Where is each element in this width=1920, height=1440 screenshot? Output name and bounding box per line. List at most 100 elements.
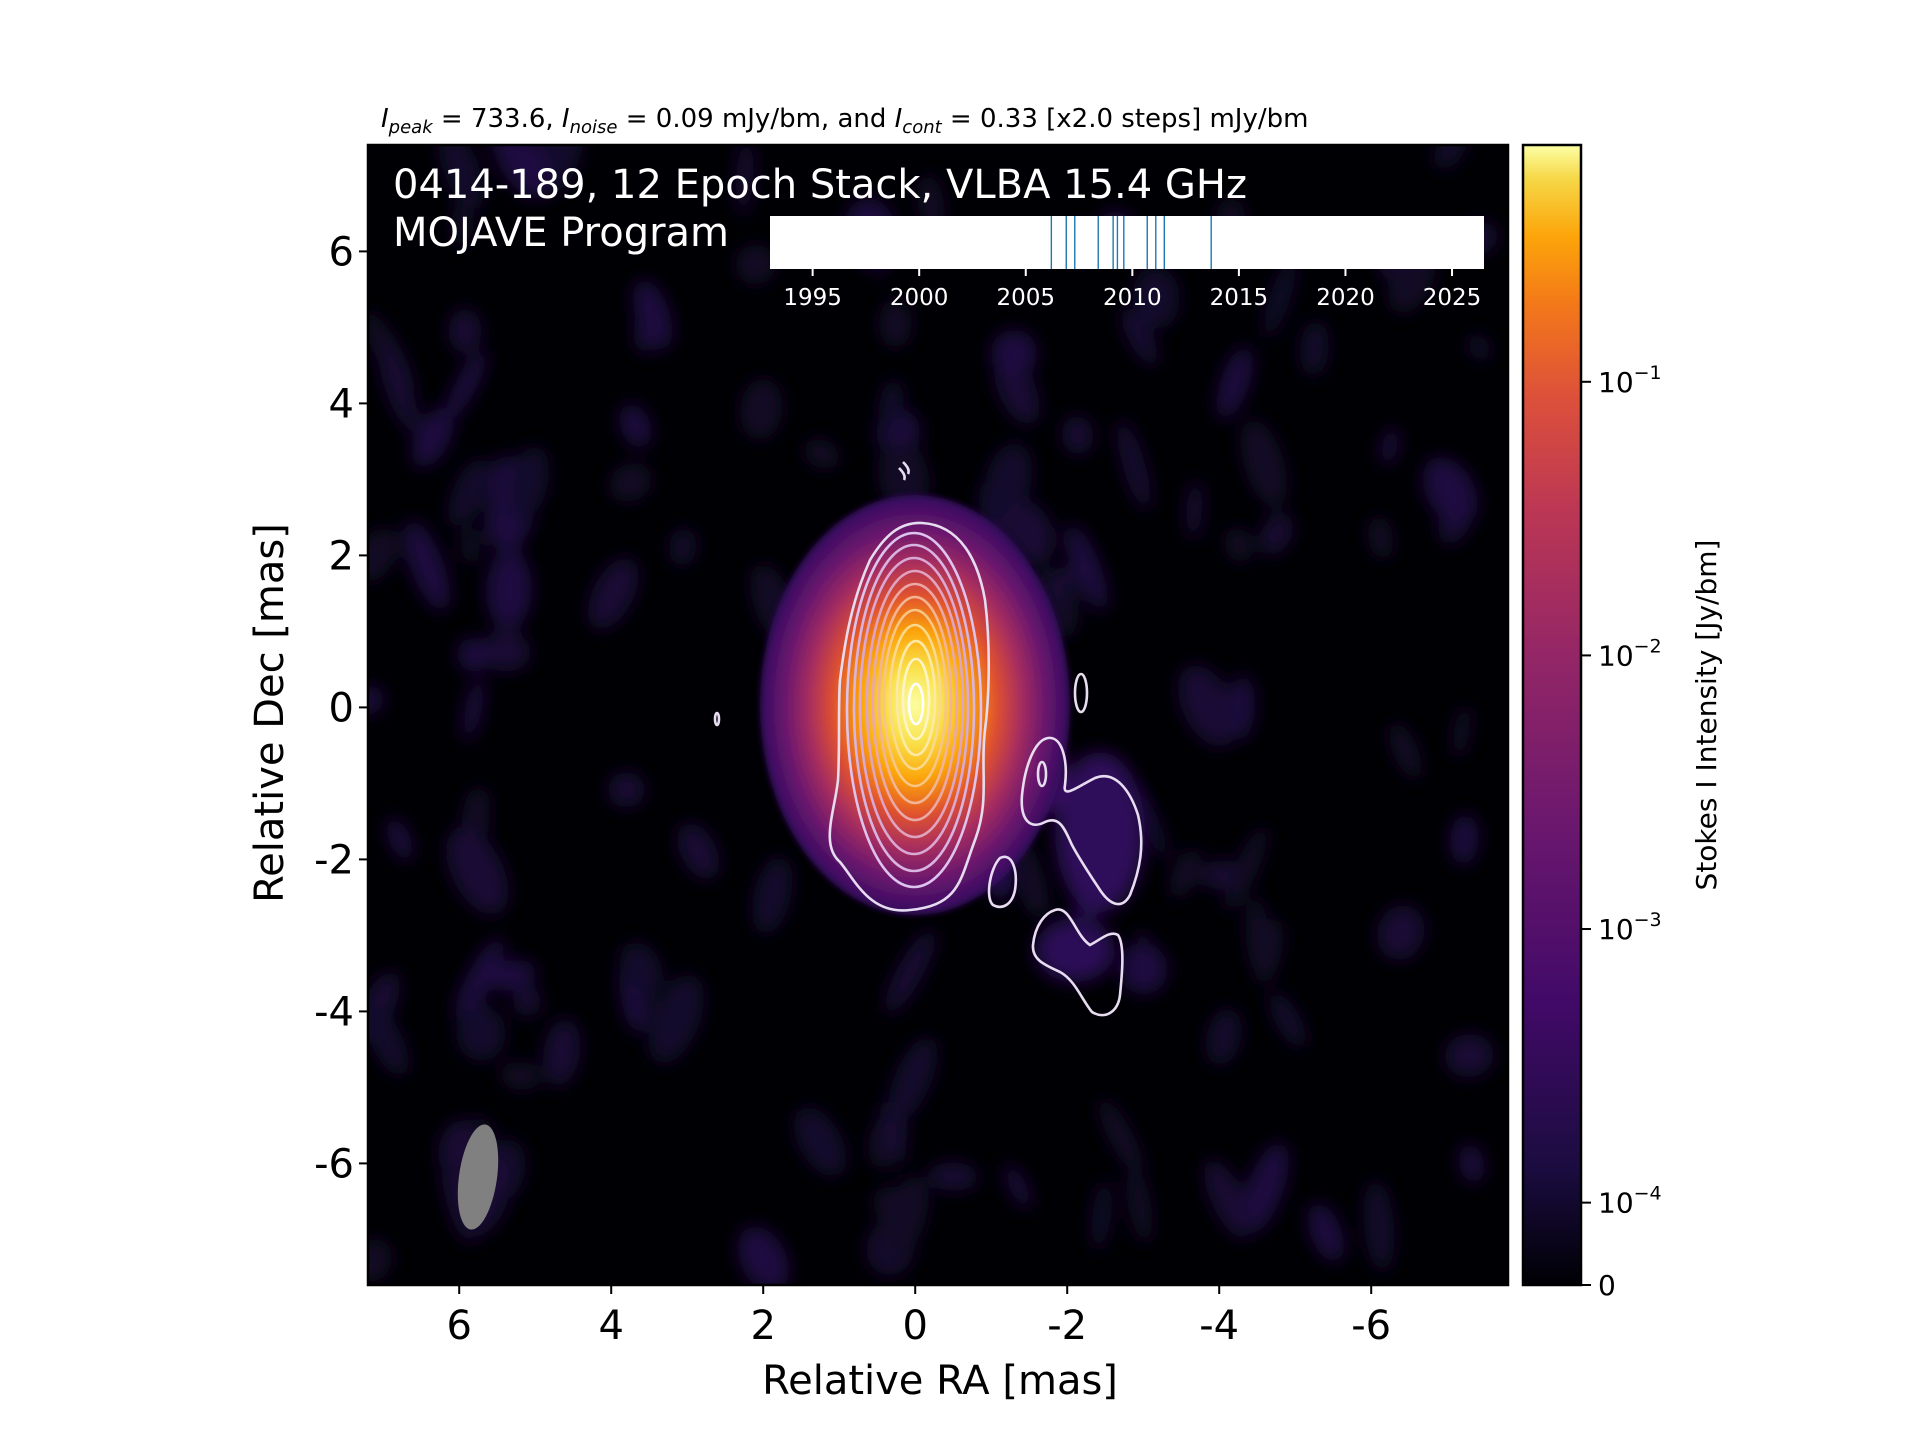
noise-blob — [378, 343, 418, 432]
noise-blob — [884, 929, 936, 1014]
noise-blob — [1363, 1179, 1395, 1272]
x-tick-label: 4 — [598, 1303, 623, 1349]
contour-level — [865, 569, 965, 839]
x-tick-label: 0 — [902, 1303, 927, 1349]
noise-blob — [1223, 826, 1268, 912]
noise-blob — [438, 145, 484, 209]
image-emission — [368, 145, 1499, 1285]
timeline-tick-label: 2015 — [1210, 285, 1269, 311]
contour-level — [895, 639, 937, 757]
colorbar: 0 10−4 10−3 10−2 10−1 Stokes I Intensity [Jy… — [1521, 143, 1723, 1302]
x-tick-label: -6 — [1351, 1303, 1391, 1349]
contour-level — [907, 682, 925, 726]
noise-blob — [448, 458, 489, 528]
y-tick-label: 6 — [329, 229, 354, 275]
colorbar-tick-label: 10−3 — [1598, 909, 1662, 946]
contour-jet-knot — [1031, 908, 1124, 1017]
noise-blob — [677, 822, 720, 880]
noise-blob — [1065, 524, 1108, 611]
noise-blob — [803, 438, 840, 469]
noise-blob — [1444, 1033, 1494, 1078]
noise-blob — [1452, 704, 1472, 759]
contour-level — [845, 531, 983, 889]
x-tick-label: 6 — [446, 1303, 471, 1349]
noise-blob — [620, 942, 663, 995]
noise-blob — [872, 1186, 912, 1220]
noise-blob — [1300, 320, 1329, 377]
noise-blob — [445, 350, 487, 420]
noise-blob — [404, 520, 450, 611]
noise-blob — [455, 938, 505, 1020]
noise-blob — [1388, 722, 1422, 780]
colorbar-tick-label: 0 — [1598, 1269, 1616, 1302]
colorbar-gradient — [1521, 143, 1583, 1287]
chart-title-line1: 0414-189, 12 Epoch Stack, VLBA 15.4 GHz — [393, 162, 1247, 208]
x-tick-label: 2 — [750, 1303, 775, 1349]
y-tick-label: -4 — [314, 989, 354, 1035]
noise-blob — [457, 638, 488, 672]
noise-blob — [1240, 419, 1288, 507]
noise-blob — [1459, 1143, 1485, 1184]
contour-jet-knot — [1073, 672, 1089, 714]
noise-blob — [1242, 1142, 1289, 1234]
y-tick-label: -6 — [314, 1141, 354, 1187]
noise-blob — [448, 308, 482, 354]
noise-blob — [990, 329, 1037, 378]
colorbar-tick-label: 10−4 — [1598, 1183, 1662, 1220]
contour-level — [888, 623, 942, 771]
contour-jet-knot — [1020, 736, 1143, 906]
contour-level — [882, 608, 948, 788]
noise-blob — [1061, 415, 1094, 455]
timeline-tick-label: 2020 — [1316, 285, 1375, 311]
x-axis-label: Relative RA [mas] — [762, 1358, 1118, 1404]
noise-blob — [506, 446, 549, 521]
noise-blob — [927, 1162, 979, 1191]
noise-blob — [737, 1226, 790, 1285]
noise-blob — [1132, 266, 1180, 329]
noise-blob — [1467, 333, 1491, 362]
contour-level — [871, 582, 959, 822]
noise-blob — [668, 527, 697, 567]
noise-blob — [1051, 565, 1076, 601]
timeline-tick-label: 1995 — [783, 285, 842, 311]
contour-noise-spot — [898, 467, 906, 481]
noise-blob — [1307, 1202, 1345, 1262]
noise-blob — [735, 145, 755, 216]
noise-blob — [609, 462, 652, 503]
image-plot: 0414-189, 12 Epoch Stack, VLBA 15.4 GHz … — [366, 143, 1510, 1287]
x-tick-label: -4 — [1199, 1303, 1239, 1349]
chart-title-line2: MOJAVE Program — [393, 210, 729, 256]
noise-blob — [486, 550, 533, 630]
y-tick-label: -2 — [314, 837, 354, 883]
noise-blob — [752, 856, 793, 935]
noise-blob — [512, 987, 542, 1017]
noise-blob — [1117, 419, 1151, 511]
y-axis-label: Relative Dec [mas] — [247, 523, 293, 903]
noise-blob — [480, 630, 531, 672]
noise-blob — [368, 1006, 409, 1077]
noise-blob — [456, 1005, 506, 1061]
noise-blob — [607, 771, 646, 808]
beam-ellipse — [457, 1124, 499, 1230]
noise-blob — [386, 817, 413, 861]
noise-blob — [1216, 346, 1254, 420]
noise-blob — [411, 408, 454, 468]
noise-blob — [1126, 1165, 1153, 1244]
plot-frame — [366, 143, 1510, 1287]
noise-blob — [446, 827, 509, 916]
noise-blob — [1269, 992, 1307, 1049]
x-tick-label: -2 — [1047, 1303, 1087, 1349]
noise-blob — [888, 1036, 938, 1123]
noise-blob — [1091, 1180, 1112, 1251]
timeline-tick-label: 2025 — [1423, 285, 1482, 311]
noise-blob — [1185, 478, 1204, 541]
epoch-timeline-box — [770, 216, 1484, 269]
noise-blob — [1422, 457, 1478, 526]
contour-jet-knot — [1036, 760, 1048, 788]
noise-blob — [587, 557, 639, 630]
noise-blob — [879, 1102, 906, 1162]
noise-blob — [878, 298, 913, 348]
timeline-tick-label: 2010 — [1103, 285, 1162, 311]
colorbar-tick-label: 10−1 — [1598, 362, 1662, 399]
